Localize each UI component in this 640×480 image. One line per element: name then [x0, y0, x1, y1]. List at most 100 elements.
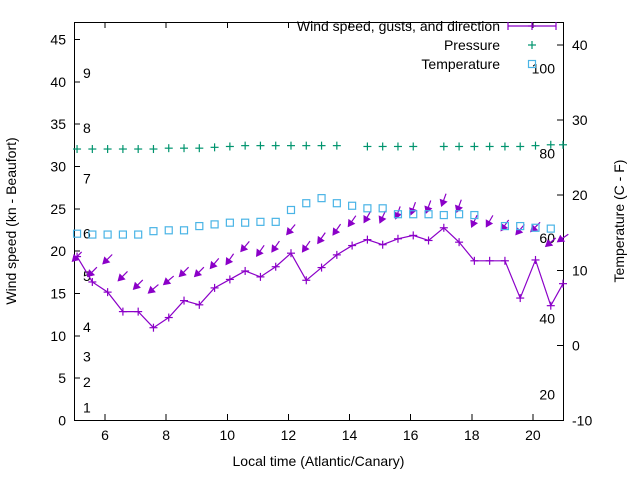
- legend-swatch-temperature: [527, 59, 537, 69]
- y-axis-tick-label: 30: [50, 158, 66, 174]
- wind-direction-arrow: [256, 244, 265, 257]
- wind-direction-arrow: [240, 241, 250, 253]
- temperature-point: [363, 204, 372, 213]
- y-axis-tick-label: 40: [50, 74, 66, 90]
- temperature-point: [378, 204, 387, 213]
- temperature-point: [302, 199, 311, 208]
- plot-border: [74, 22, 564, 421]
- temperature-point: [317, 194, 326, 203]
- wind-direction-arrow: [209, 257, 220, 270]
- wind-direction-arrow: [485, 215, 494, 228]
- temperature-point: [516, 221, 525, 231]
- legend-label-1: Pressure: [444, 37, 500, 53]
- fahrenheit-label: 40: [539, 310, 555, 326]
- beaufort-label: 7: [83, 171, 91, 187]
- temperature-point: [470, 210, 479, 220]
- x-axis-tick-label: 14: [342, 427, 358, 443]
- temperature-point: [454, 210, 464, 219]
- beaufort-label: 6: [83, 226, 91, 242]
- x-axis-tick-label: 16: [403, 427, 419, 443]
- temperature-point: [225, 218, 234, 227]
- y2-axis-tick-label: -10: [572, 413, 592, 429]
- wind-direction-arrow: [147, 284, 159, 294]
- beaufort-label: 2: [83, 374, 91, 390]
- y2-axis-tick-label: 10: [572, 262, 588, 278]
- y-axis-tick-label: 0: [58, 413, 66, 429]
- x-axis-tick-label: 18: [464, 427, 480, 443]
- wind-direction-arrow: [500, 219, 510, 232]
- fahrenheit-label: 100: [532, 61, 556, 77]
- wind-direction-arrow: [556, 233, 569, 243]
- wind-direction-arrow: [117, 271, 128, 282]
- wind-direction-arrow: [544, 237, 557, 248]
- temperature-point: [286, 205, 296, 215]
- wind-direction-arrow: [393, 206, 402, 220]
- y-axis-tick-label: 45: [50, 31, 66, 47]
- temperature-point: [118, 230, 128, 239]
- wind-direction-arrow: [317, 232, 326, 245]
- temperature-point: [241, 218, 250, 227]
- temperature-point: [424, 210, 433, 219]
- temperature-point: [164, 226, 173, 235]
- temperature-point: [149, 227, 158, 236]
- x-axis-tick-label: 20: [525, 427, 541, 443]
- wind-direction-arrow: [162, 275, 175, 286]
- wind-direction-arrow: [332, 223, 342, 236]
- y-axis-tick-label: 5: [58, 370, 66, 386]
- temperature-point: [103, 230, 112, 239]
- wind-direction-arrow: [301, 240, 311, 253]
- temperature-point: [393, 210, 403, 219]
- x-axis-tick-label: 8: [162, 427, 170, 443]
- temperature-point: [531, 223, 540, 232]
- y-axis-title: Wind speed (kn - Beaufort): [3, 137, 19, 304]
- wind-direction-arrow: [86, 266, 98, 278]
- fahrenheit-label: 20: [539, 387, 555, 403]
- y-axis-tick-label: 10: [50, 328, 66, 344]
- y2-axis-tick-label: 0: [572, 337, 580, 353]
- x-axis-tick-label: 10: [220, 427, 236, 443]
- y-axis-tick-label: 35: [50, 116, 66, 132]
- temperature-point: [88, 230, 97, 239]
- y2-axis-tick-label: 20: [572, 187, 588, 203]
- wind-direction-arrow: [271, 240, 280, 253]
- wind-direction-arrow: [378, 210, 387, 224]
- temperature-point: [271, 217, 280, 226]
- beaufort-label: 9: [83, 65, 91, 81]
- temperature-point: [546, 224, 555, 233]
- legend-label-2: Temperature: [421, 56, 500, 72]
- wind-direction-arrow: [193, 266, 205, 278]
- y-axis-tick-label: 25: [50, 201, 66, 217]
- temperature-point: [72, 229, 82, 238]
- wind-direction-arrow: [409, 201, 418, 216]
- beaufort-label: 4: [83, 319, 91, 335]
- wind-direction-arrow: [225, 253, 235, 266]
- temperature-point: [179, 226, 189, 235]
- y2-axis-tick-label: 30: [572, 112, 588, 128]
- beaufort-label: 1: [83, 399, 91, 415]
- y-axis-tick-label: 15: [50, 285, 66, 301]
- temperature-point: [134, 230, 143, 239]
- wind-direction-arrow: [347, 215, 357, 228]
- temperature-point: [332, 199, 341, 208]
- x-axis-title: Local time (Atlantic/Canary): [233, 453, 405, 469]
- wind-direction-arrow: [363, 210, 372, 224]
- temperature-point: [500, 221, 510, 231]
- wind-direction-arrow: [454, 199, 463, 213]
- fahrenheit-label: 80: [539, 145, 555, 161]
- beaufort-label: 5: [83, 268, 91, 284]
- temperature-point: [210, 220, 219, 229]
- temperature-point: [439, 210, 448, 220]
- y-axis-tick-label: 20: [50, 243, 66, 259]
- x-axis-tick-label: 6: [101, 427, 109, 443]
- wind-direction-arrow: [439, 193, 448, 208]
- wind-direction-arrow: [178, 266, 190, 278]
- beaufort-label: 3: [83, 348, 91, 364]
- wind-direction-arrow: [71, 251, 83, 263]
- x-axis-tick-label: 12: [281, 427, 297, 443]
- legend-label-0: Wind speed, gusts, and direction: [297, 18, 500, 34]
- wind-direction-arrow: [470, 214, 479, 228]
- y2-axis-tick-label: 40: [572, 37, 588, 53]
- wind-direction-arrow: [132, 279, 144, 290]
